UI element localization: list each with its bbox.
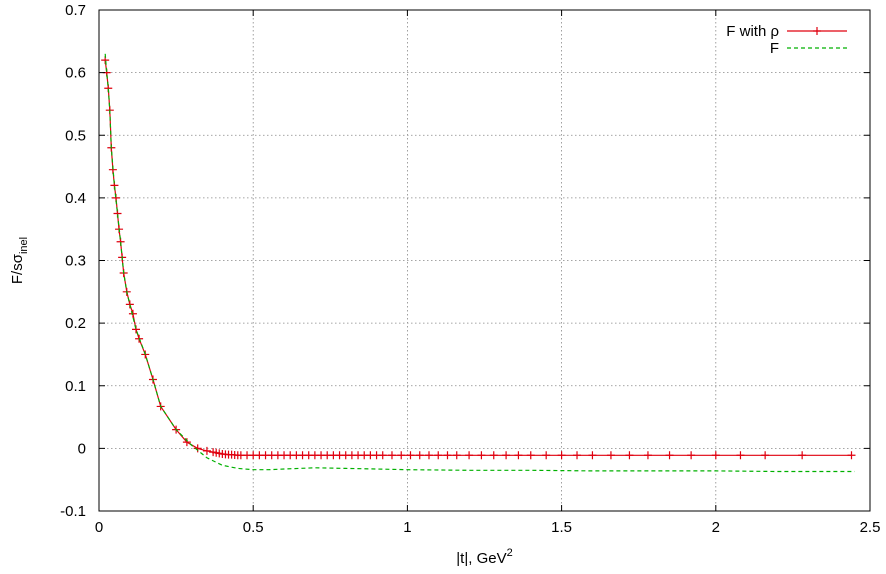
series-point: [132, 325, 141, 334]
series-point: [443, 451, 452, 460]
y-axis-title-sub: inel: [18, 237, 30, 254]
series-layer: [101, 53, 856, 473]
legend-label: F with ρ: [726, 23, 779, 40]
series-point: [588, 451, 597, 460]
series-point: [125, 300, 134, 309]
x-tick-label: 0: [95, 519, 103, 536]
series-line: [104, 53, 855, 473]
y-tick-label: 0.4: [65, 190, 86, 207]
x-axis-title: |t|, GeV2: [456, 547, 512, 567]
legend-marker: [813, 27, 821, 35]
series-point: [514, 451, 523, 460]
series-point: [477, 451, 486, 460]
y-tick-label: 0.5: [65, 127, 86, 144]
series-point: [406, 451, 415, 460]
series-point: [665, 451, 674, 460]
series-point: [489, 451, 498, 460]
series-point: [378, 451, 387, 460]
series-point: [502, 451, 511, 460]
series-point: [424, 451, 433, 460]
series-point: [387, 451, 396, 460]
series-point: [736, 451, 745, 460]
y-tick-label: 0: [78, 440, 86, 457]
y-tick-label: 0.1: [65, 378, 86, 395]
x-tick-label: 0.5: [243, 519, 264, 536]
legend: F with ρF: [726, 23, 847, 57]
legend-label: F: [770, 40, 779, 57]
series-point: [526, 451, 535, 460]
series-point: [847, 451, 856, 460]
series-point: [452, 451, 461, 460]
y-tick-label: 0.7: [65, 2, 86, 19]
series-point: [202, 446, 211, 455]
series-point: [465, 451, 474, 460]
series-point: [128, 309, 137, 318]
x-tick-label: 2.5: [860, 519, 881, 536]
series-point: [606, 451, 615, 460]
y-axis-title-text: F/sσ: [9, 253, 26, 284]
series-point: [434, 451, 443, 460]
series-point: [542, 451, 551, 460]
grid-lines: [99, 10, 870, 511]
x-tick-label: 1: [403, 519, 411, 536]
y-tick-label: 0.2: [65, 315, 86, 332]
y-axis-title: F/sσinel: [9, 237, 30, 284]
y-tick-label: 0.6: [65, 65, 86, 82]
series-point: [415, 451, 424, 460]
x-tick-label: 1.5: [551, 519, 572, 536]
series-point: [573, 451, 582, 460]
y-tick-label: -0.1: [60, 503, 86, 520]
series-point: [557, 451, 566, 460]
series-point: [687, 451, 696, 460]
series-point: [798, 451, 807, 460]
series-point: [761, 451, 770, 460]
series-point: [643, 451, 652, 460]
series-point: [397, 451, 406, 460]
series-line: [104, 60, 852, 456]
x-tick-label: 2: [712, 519, 720, 536]
series-point: [625, 451, 634, 460]
series-point: [182, 438, 191, 447]
axis-ticks: 0 0.5 1 1.5 2 2.5 -0.1 0 0.1 0.2 0.3 0.4 0.5 0.6 0.7: [60, 2, 880, 536]
series-point: [711, 451, 720, 460]
y-tick-label: 0.3: [65, 253, 86, 270]
x-axis-title-sup: 2: [507, 547, 513, 559]
x-axis-title-text: |t|, GeV: [456, 550, 506, 567]
